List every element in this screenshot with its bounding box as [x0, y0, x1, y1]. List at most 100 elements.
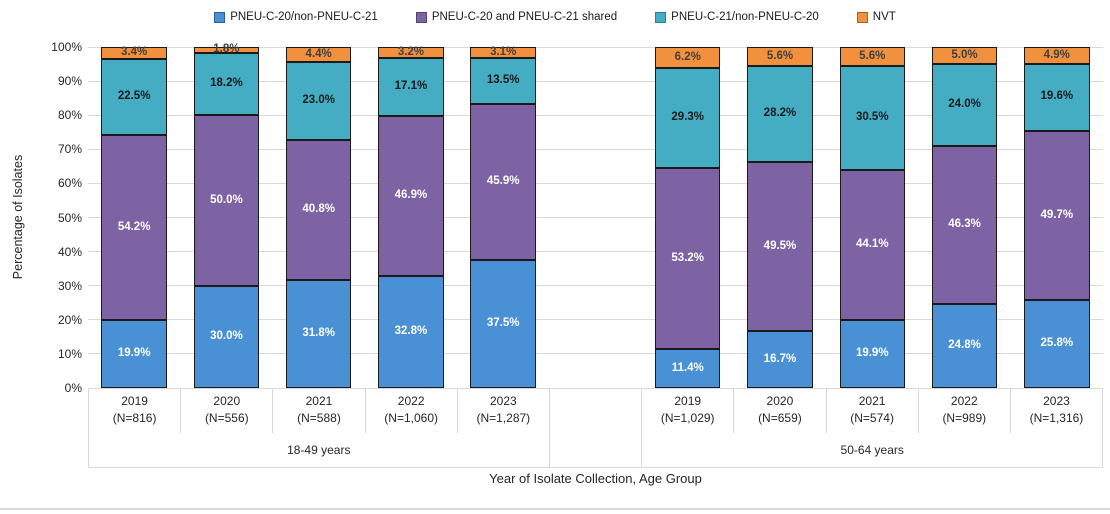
- x-tick-n: (N=588): [297, 411, 341, 426]
- bar-segment: 19.6%: [1024, 63, 1090, 131]
- x-category-cell: 2020 (N=556): [180, 388, 272, 433]
- gridline: [88, 80, 1103, 82]
- value-label: 25.8%: [1040, 337, 1074, 350]
- legend-item: NVT: [856, 11, 896, 23]
- gridline: [88, 251, 1103, 253]
- bar-segment: 53.2%: [654, 167, 721, 350]
- gridline: [88, 182, 1103, 184]
- x-category-cell: 2023 (N=1,316): [1009, 388, 1104, 433]
- value-label: 4.9%: [1043, 48, 1070, 61]
- bar-segment: 18.2%: [193, 53, 260, 116]
- x-axis-group-labels: 18-49 years 50-64 years: [88, 433, 1103, 468]
- legend-item: PNEU-C-20/non-PNEU-C-21: [214, 11, 378, 23]
- bar-segment: 19.9%: [101, 320, 167, 388]
- bar-segment: 25.8%: [1024, 300, 1090, 388]
- legend-item: PNEU-C-21/non-PNEU-C-20: [655, 11, 819, 23]
- bar-segment: 3.2%: [378, 45, 444, 58]
- y-tick-label: 90%: [57, 74, 82, 89]
- bar-segment: 50.0%: [193, 115, 260, 286]
- value-label: 46.9%: [394, 189, 428, 202]
- y-tick-label: 50%: [57, 210, 82, 225]
- bar-segment: 54.2%: [101, 135, 167, 321]
- x-tick-year: 2022: [950, 394, 978, 408]
- x-tick-n: (N=1,316): [1029, 411, 1084, 426]
- value-label: 40.8%: [302, 203, 335, 216]
- value-label: 3.2%: [397, 45, 425, 58]
- bar-segment: 3.4%: [101, 47, 167, 59]
- bar-segment: 13.5%: [470, 57, 536, 104]
- bar-segment: 11.4%: [654, 349, 721, 388]
- chart-legend: PNEU-C-20/non-PNEU-C-21 PNEU-C-20 and PNE…: [0, 6, 1110, 28]
- gridline: [88, 285, 1103, 287]
- bar-segment: 49.5%: [747, 162, 813, 332]
- value-label: 49.5%: [763, 239, 797, 252]
- gridline: [88, 217, 1103, 218]
- bar-segment: 24.8%: [931, 303, 998, 388]
- value-label: 23.0%: [302, 94, 335, 107]
- gridline: [88, 353, 1103, 355]
- y-axis-tick-labels: 0% 10% 20% 30% 40% 50% 60% 70% 80% 90% 100%: [0, 40, 82, 395]
- value-label: 32.8%: [394, 325, 428, 338]
- value-label: 30.5%: [855, 111, 889, 124]
- value-label: 49.7%: [1040, 208, 1074, 221]
- age-group-label: 18-49 years: [88, 433, 549, 467]
- bar-segment: 17.1%: [378, 57, 444, 117]
- bar-segment: 46.3%: [931, 145, 998, 304]
- x-category-cell: 2020 (N=659): [733, 388, 825, 433]
- x-tick-n: (N=816): [112, 411, 157, 426]
- x-tick-year: 2023: [1043, 394, 1070, 408]
- bar-segment: 22.5%: [101, 58, 167, 136]
- bar-segment: 44.1%: [839, 170, 905, 321]
- y-tick-label: 30%: [57, 278, 82, 293]
- value-label: 46.3%: [948, 217, 981, 230]
- stacked-bar: 11.4% 53.2% 29.3% 6.2%: [654, 47, 721, 388]
- value-label: 17.1%: [394, 80, 428, 93]
- x-tick-year: 2021: [858, 394, 886, 408]
- y-tick-label: 10%: [57, 346, 82, 361]
- y-tick-label: 100%: [51, 40, 82, 54]
- value-label: 18.2%: [210, 77, 243, 90]
- stacked-bar: 37.5% 45.9% 13.5% 3.1%: [470, 46, 536, 388]
- x-tick-n: (N=659): [758, 411, 802, 426]
- gridline: [88, 114, 1103, 116]
- value-label: 19.9%: [855, 347, 889, 360]
- bar-slot: 19.9% 54.2% 22.5% 3.4%: [88, 47, 180, 388]
- value-label: 22.5%: [117, 90, 151, 103]
- bar-segment: 19.9%: [839, 320, 905, 388]
- x-category-cell: 2019 (N=816): [88, 388, 180, 433]
- bar-segment: 23.0%: [285, 62, 352, 141]
- stacked-bar: 19.9% 54.2% 22.5% 3.4%: [101, 47, 167, 388]
- x-tick-n: (N=574): [850, 411, 894, 426]
- x-tick-year: 2019: [674, 394, 702, 408]
- y-tick-label: 40%: [57, 244, 82, 259]
- x-category-cell: 2022 (N=989): [917, 388, 1010, 433]
- bar-slot: 25.8% 49.7% 19.6% 4.9%: [1011, 47, 1103, 388]
- bar-segment: 5.0%: [931, 47, 998, 65]
- value-label: 31.8%: [302, 327, 335, 340]
- x-tick-n: (N=989): [942, 411, 987, 426]
- x-tick-year: 2023: [489, 394, 517, 408]
- legend-swatch-icon: [655, 11, 667, 23]
- bar-slot: 31.8% 40.8% 23.0% 4.4%: [273, 47, 365, 388]
- value-label: 1.8%: [213, 43, 240, 56]
- x-tick-n: (N=1,029): [660, 411, 715, 426]
- x-tick-year: 2019: [121, 394, 148, 408]
- bar-segment: 29.3%: [654, 68, 721, 168]
- value-label: 29.3%: [671, 111, 705, 124]
- stacked-bar: 24.8% 46.3% 24.0% 5.0%: [931, 47, 998, 388]
- bar-segment: 40.8%: [285, 140, 352, 280]
- value-label: 4.4%: [305, 47, 332, 60]
- value-label: 37.5%: [486, 317, 520, 330]
- x-category-cell: 2023 (N=1,287): [456, 388, 549, 433]
- bar-segment: 30.0%: [193, 285, 260, 388]
- x-tick-year: 2020: [766, 394, 794, 408]
- x-tick-year: 2020: [213, 394, 241, 408]
- value-label: 16.7%: [763, 352, 797, 365]
- value-label: 24.0%: [948, 98, 981, 111]
- x-tick-n: (N=1,060): [384, 411, 438, 426]
- x-axis-category-labels: 2019 (N=816) 2020 (N=556) 2021 (N=588) 2022 (N=…: [88, 388, 1104, 433]
- x-category-cell: 2019 (N=1,029): [641, 388, 733, 433]
- value-label: 19.9%: [117, 347, 151, 360]
- x-category-cell: 2022 (N=1,060): [364, 388, 457, 433]
